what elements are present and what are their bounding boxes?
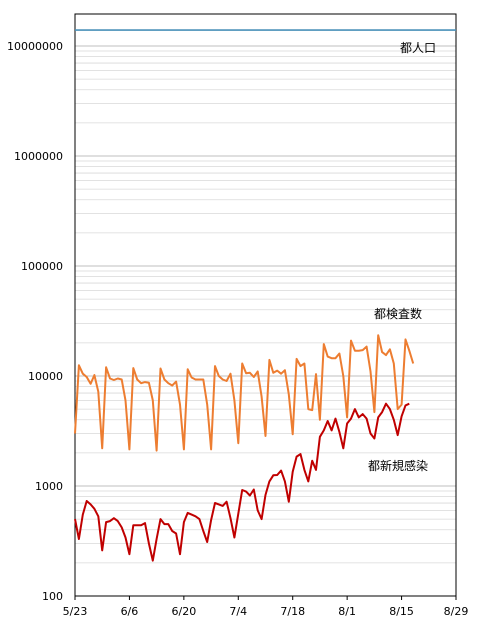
x-tick-label: 7/18 — [280, 605, 305, 618]
x-tick-label: 6/20 — [172, 605, 197, 618]
series-line-2 — [74, 334, 415, 452]
y-tick-label: 100000 — [21, 260, 63, 273]
y-axis: 100 1000 10000 100000 1000000 10000000 — [7, 40, 63, 603]
x-tick-label: 8/29 — [444, 605, 469, 618]
series-annotation: 都検査数 — [374, 306, 422, 321]
x-axis: 5/23 6/6 6/20 7/4 7/18 8/1 8/15 8/29 — [63, 596, 469, 618]
x-tick-label: 8/1 — [338, 605, 356, 618]
y-tick-label: 1000000 — [14, 150, 63, 163]
x-tick-label: 6/6 — [121, 605, 139, 618]
x-tick-label: 7/4 — [229, 605, 247, 618]
x-tick-label: 8/15 — [389, 605, 414, 618]
series-annotation: 都新規感染 — [368, 458, 428, 473]
y-tick-label: 10000 — [28, 370, 63, 383]
y-tick-label: 100 — [42, 590, 63, 603]
x-tick-label: 5/23 — [63, 605, 88, 618]
y-tick-label: 10000000 — [7, 40, 63, 53]
plot-frame — [74, 13, 457, 597]
series-layer — [74, 29, 456, 562]
grid — [75, 45, 456, 597]
y-tick-label: 1000 — [35, 480, 63, 493]
series-line-3 — [74, 402, 410, 562]
series-annotation: 都人口 — [400, 41, 436, 55]
